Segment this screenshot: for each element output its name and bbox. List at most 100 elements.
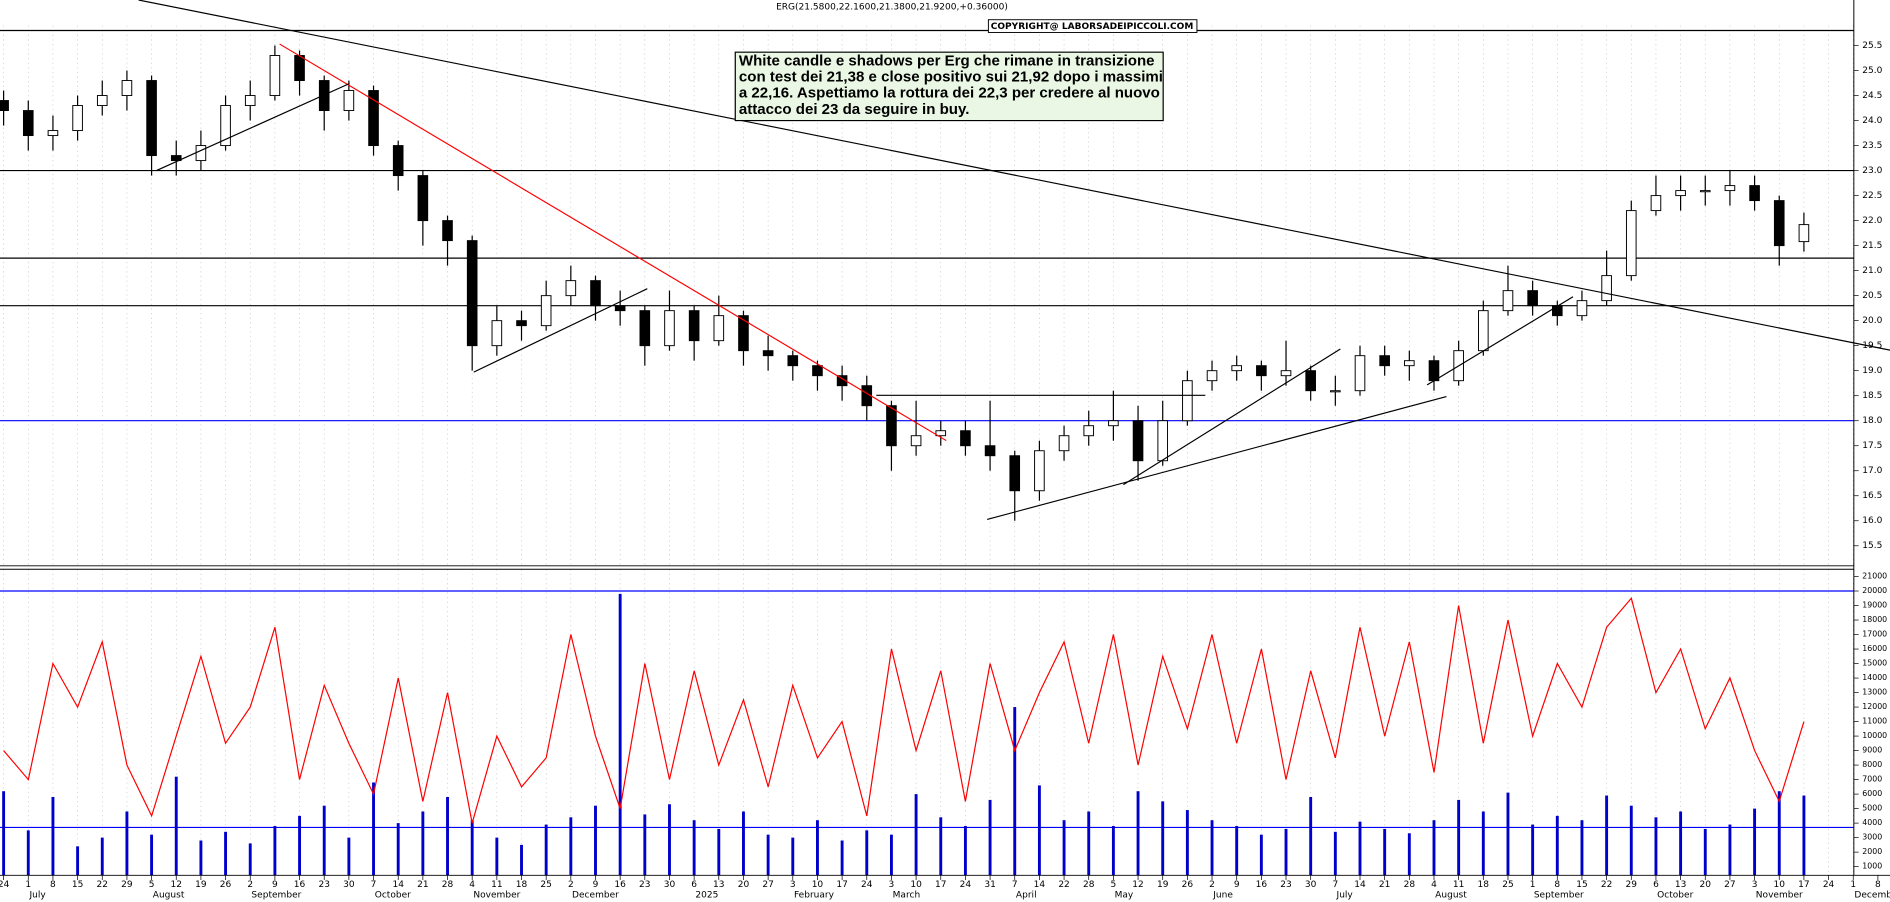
candle-body	[1354, 355, 1366, 392]
volume-bar	[988, 799, 992, 876]
candle-body	[590, 280, 601, 307]
x-tick-label: 24	[1823, 880, 1835, 890]
x-tick-label: 24	[861, 880, 873, 890]
candle-body	[960, 430, 971, 447]
month-label: March	[893, 891, 921, 901]
x-tick-label: 14	[1034, 880, 1046, 890]
x-tick-label: 30	[1305, 880, 1317, 890]
trend-line	[279, 43, 947, 442]
x-tick-label: 7	[1332, 880, 1338, 890]
candle-body	[1157, 420, 1169, 462]
x-tick-label: 4	[1431, 880, 1437, 890]
candle-body	[713, 315, 725, 342]
volume-bar	[520, 844, 523, 876]
candle-body	[1428, 360, 1440, 382]
volume-bar	[1580, 820, 1584, 876]
candle-body	[1108, 420, 1119, 427]
candle-body	[442, 220, 453, 242]
x-tick-label: 20	[738, 880, 750, 890]
annotation-line: White candle e shadows per Erg che riman…	[739, 54, 1155, 70]
candle-body	[1379, 355, 1390, 367]
trend-line	[1426, 296, 1574, 386]
candle-body	[1576, 300, 1588, 317]
x-tick-label: 11	[1453, 880, 1464, 890]
candle-body	[195, 145, 207, 162]
volume-bar	[618, 593, 622, 876]
candle-body	[269, 55, 281, 97]
y-tick-label: 6000	[1862, 789, 1882, 798]
volume-bar	[1185, 810, 1189, 876]
x-tick-label: 7	[1012, 880, 1018, 890]
candle-body	[1675, 190, 1686, 197]
volume-bar	[1654, 817, 1658, 876]
candle-body	[1132, 420, 1144, 462]
x-tick-label: 27	[1724, 880, 1735, 890]
trend-line	[473, 288, 648, 373]
candle-body	[22, 110, 34, 137]
volume-bar	[1037, 785, 1041, 876]
x-tick-label: 9	[1234, 880, 1240, 890]
candle-body	[1773, 200, 1785, 247]
candle-body	[1724, 185, 1736, 192]
candle-body	[1182, 380, 1193, 422]
volume-bar	[273, 826, 277, 876]
x-tick-label: 30	[343, 880, 355, 890]
volume-bar	[742, 811, 745, 876]
y-tick-label: 15.5	[1862, 541, 1882, 551]
x-tick-label: 17	[935, 880, 946, 890]
candle-body	[1206, 370, 1218, 382]
x-tick-label: 13	[713, 880, 724, 890]
y-tick-label: 11000	[1862, 717, 1887, 726]
trend-line	[987, 395, 1447, 520]
y-tick-label: 22.0	[1862, 216, 1882, 226]
y-tick-label: 1000	[1862, 862, 1882, 871]
candle-body	[220, 105, 231, 147]
y-tick-label: 16000	[1862, 644, 1887, 653]
candle-body	[762, 350, 774, 357]
x-tick-label: 6	[1653, 880, 1659, 890]
volume-bar	[1235, 826, 1239, 876]
candle-body	[1625, 210, 1637, 277]
x-tick-label: 18	[1478, 880, 1490, 890]
x-tick-label: 22	[97, 880, 108, 890]
x-tick-label: 19	[1157, 880, 1169, 890]
candle-body	[984, 445, 996, 457]
y-tick-label: 23.0	[1862, 166, 1882, 176]
candle-body	[466, 240, 478, 347]
candle-body	[1478, 310, 1489, 352]
candle-body	[836, 375, 848, 387]
volume-bar	[717, 828, 721, 876]
volume-bar	[150, 834, 154, 876]
candle-body	[1749, 185, 1760, 202]
y-tick-label: 23.5	[1862, 141, 1882, 151]
y-tick-label: 2000	[1862, 847, 1882, 856]
volume-bar	[1013, 707, 1017, 876]
volume-bar	[1555, 815, 1559, 876]
candle-body	[0, 100, 9, 112]
y-tick-label: 18.5	[1862, 391, 1882, 401]
x-tick-label: 25	[540, 880, 551, 890]
x-tick-label: 8	[50, 880, 56, 890]
x-tick-label: 5	[149, 880, 155, 890]
volume-bar	[816, 820, 819, 876]
x-tick-label: 1	[1850, 880, 1856, 890]
y-tick-label: 17.0	[1862, 466, 1882, 476]
x-tick-label: 18	[516, 880, 528, 890]
x-tick-label: 23	[639, 880, 650, 890]
month-label: December	[1854, 891, 1890, 901]
marks-layer	[0, 45, 1810, 876]
candle-body	[886, 405, 897, 447]
x-tick-label: 11	[491, 880, 502, 890]
x-tick-label: 2	[247, 880, 253, 890]
x-tick-label: 9	[593, 880, 599, 890]
volume-bar	[1111, 826, 1115, 876]
volume-bar	[1531, 824, 1535, 876]
candle-body	[688, 310, 700, 342]
candle-body	[294, 55, 305, 81]
volume-bar	[569, 817, 573, 876]
candle-body	[1034, 450, 1045, 492]
candle-body	[1009, 455, 1021, 492]
volume-bar	[1309, 797, 1313, 876]
